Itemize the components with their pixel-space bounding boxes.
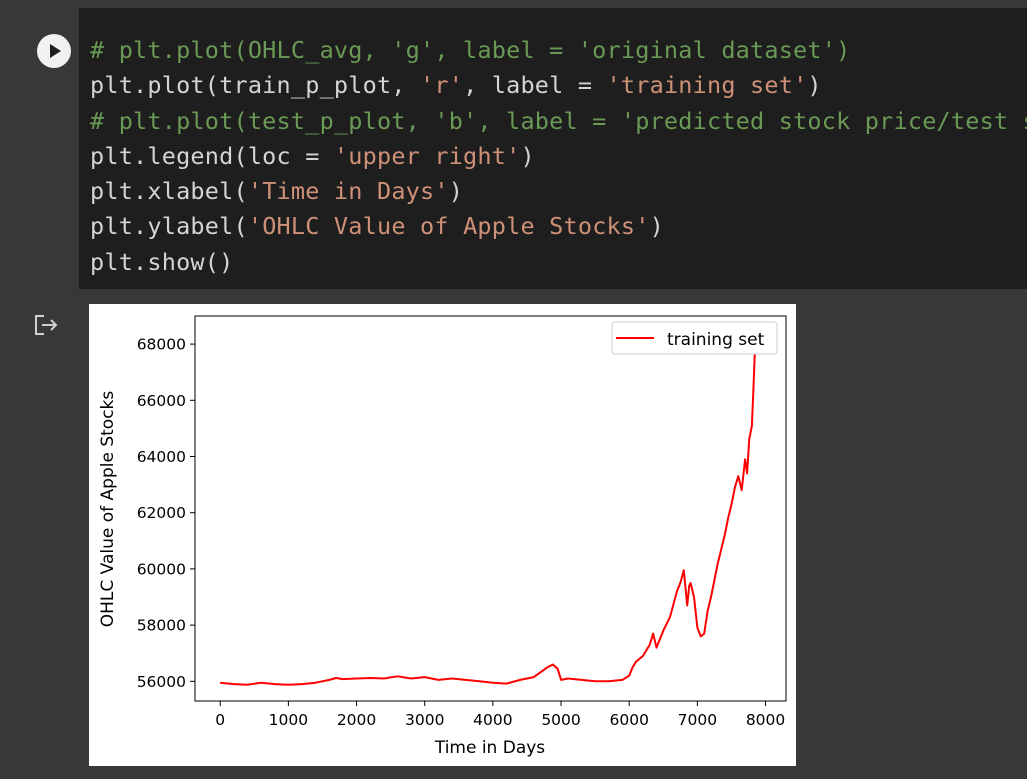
code-token-comment: # plt.plot(test_p_plot, 'b', label = 'pr… <box>90 106 1027 135</box>
code-token-string: 'training set' <box>606 71 808 100</box>
code-line[interactable]: plt.legend(loc = 'upper right') <box>90 139 1027 174</box>
code-token-plain: ) <box>807 71 822 100</box>
x-tick-label: 2000 <box>337 711 376 729</box>
line-chart: 0 1000 2000 3000 4000 5000 6000 7000 8000 56000 58… <box>98 315 787 758</box>
code-token-string: 'Time in Days' <box>247 177 449 206</box>
code-token-string: 'OHLC Value of Apple Stocks' <box>247 212 650 241</box>
code-token-string: 'r' <box>420 71 464 100</box>
x-tick-label: 7000 <box>678 711 717 729</box>
y-tick-label: 62000 <box>137 504 186 522</box>
code-content[interactable]: # plt.plot(OHLC_avg, 'g', label = 'origi… <box>90 33 1027 280</box>
code-token-plain: ) <box>649 212 664 241</box>
code-token-plain: ) <box>520 141 535 170</box>
cell-gutter <box>10 8 79 289</box>
y-tick-label: 68000 <box>137 336 186 354</box>
x-tick-label: 5000 <box>541 711 580 729</box>
code-token-plain: ) <box>448 177 464 206</box>
code-token-plain: plt.ylabel( <box>90 212 248 241</box>
x-tick-label: 8000 <box>746 711 785 729</box>
x-tick-label: 1000 <box>269 711 308 729</box>
series-line-training-set <box>220 326 760 686</box>
y-tick-label: 56000 <box>137 673 186 691</box>
code-token-plain: , label = <box>463 71 607 100</box>
y-tick-label: 60000 <box>137 560 186 578</box>
code-editor[interactable]: # plt.plot(OHLC_avg, 'g', label = 'origi… <box>79 8 1027 289</box>
code-token-string: 'upper right' <box>333 141 521 170</box>
x-tick-label: 4000 <box>473 711 512 729</box>
output-arrow-icon[interactable] <box>33 313 61 344</box>
code-line[interactable]: plt.xlabel('Time in Days') <box>90 174 1027 209</box>
play-icon <box>50 44 61 58</box>
code-line[interactable]: # plt.plot(OHLC_avg, 'g', label = 'origi… <box>90 33 1027 68</box>
code-token-comment: # plt.plot(OHLC_avg, 'g', label = 'origi… <box>90 36 851 64</box>
code-token-plain: plt.plot(train_p_plot, <box>90 71 421 100</box>
code-line[interactable]: # plt.plot(test_p_plot, 'b', label = 'pr… <box>90 104 1027 139</box>
code-line[interactable]: plt.ylabel('OHLC Value of Apple Stocks') <box>90 209 1027 244</box>
legend-label: training set <box>667 330 765 350</box>
y-tick-label: 58000 <box>137 617 186 635</box>
y-tick-label: 64000 <box>137 448 186 466</box>
top-strip <box>0 0 1027 6</box>
y-axis-label: OHLC Value of Apple Stocks <box>98 391 118 628</box>
output-plot: 0 1000 2000 3000 4000 5000 6000 7000 8000 56000 58… <box>89 304 796 766</box>
code-token-plain: plt.legend(loc = <box>90 141 334 170</box>
run-cell-button[interactable] <box>37 34 71 68</box>
code-token-plain: plt.show() <box>90 247 234 276</box>
code-line[interactable]: plt.show() <box>90 245 1027 280</box>
x-axis-label: Time in Days <box>434 738 545 758</box>
x-tick-label: 6000 <box>609 711 648 729</box>
x-tick-label: 3000 <box>405 711 444 729</box>
y-tick-label: 66000 <box>137 392 186 410</box>
legend: training set <box>611 321 778 355</box>
code-line[interactable]: plt.plot(train_p_plot, 'r', label = 'tra… <box>90 68 1027 103</box>
code-token-plain: plt.xlabel( <box>90 177 248 206</box>
plot-axes-frame <box>194 315 787 702</box>
x-tick-label: 0 <box>215 711 225 729</box>
